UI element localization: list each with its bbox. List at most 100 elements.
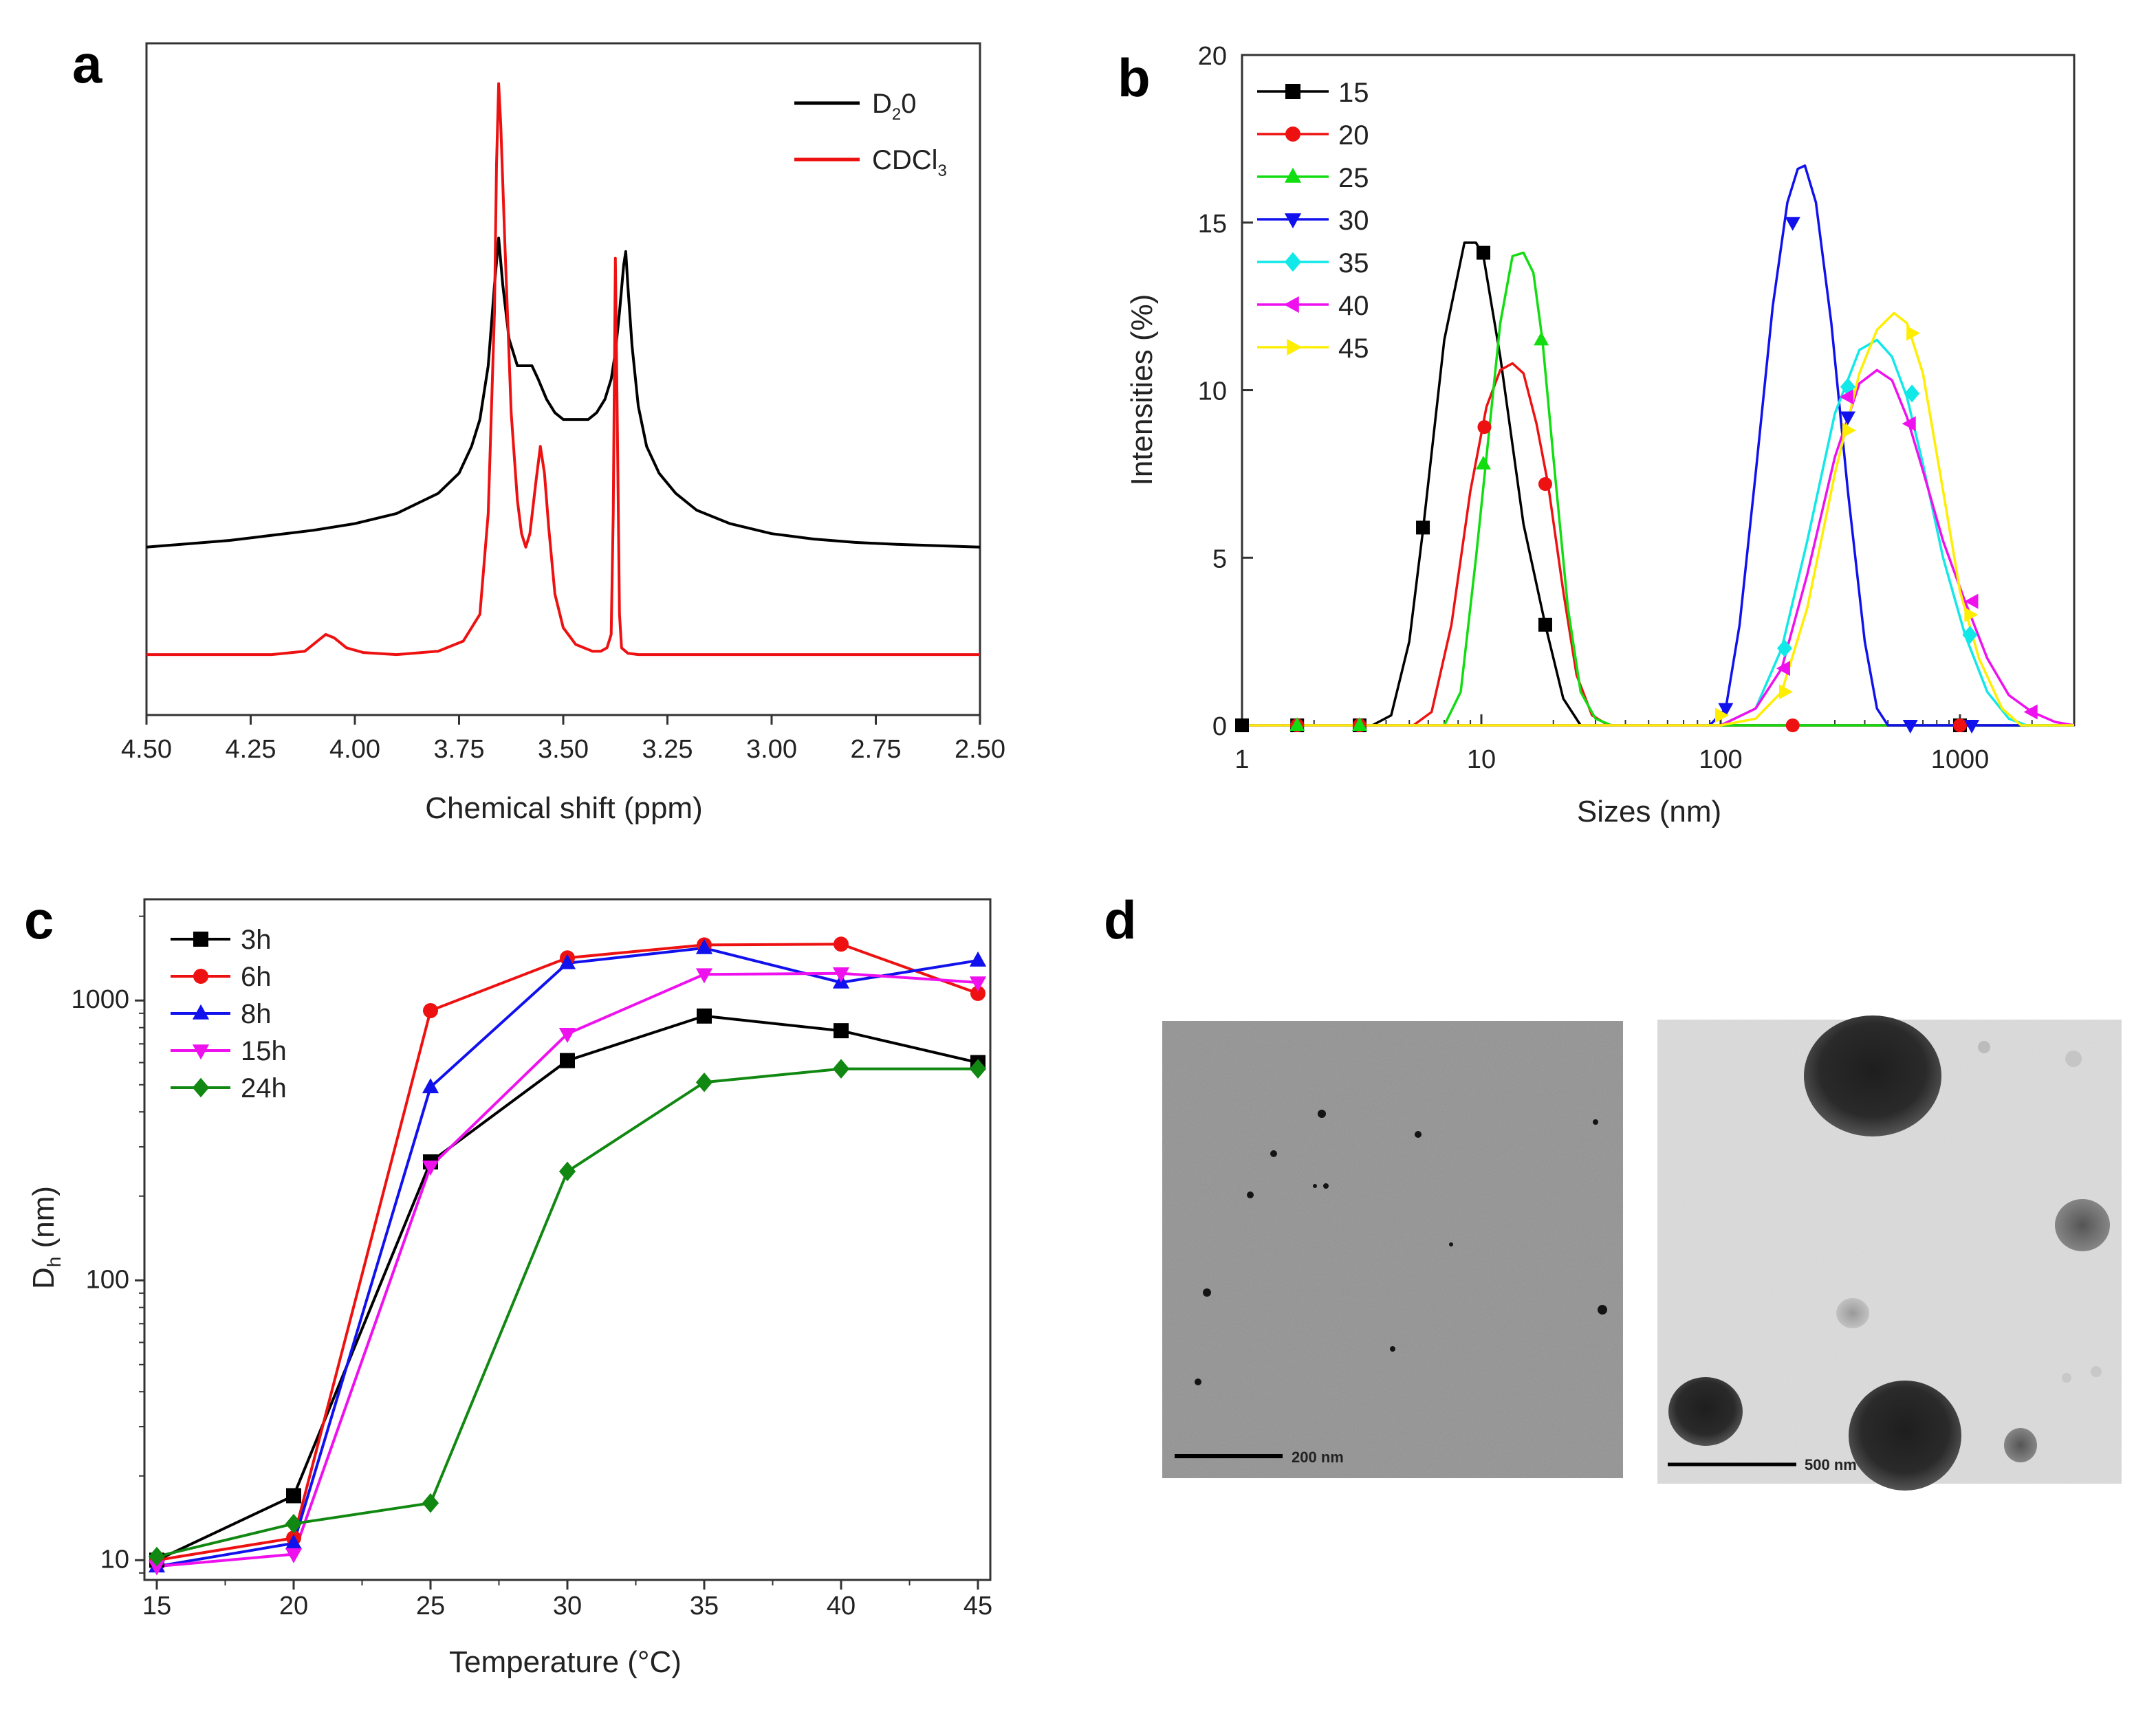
data-point-25C xyxy=(1351,717,1367,731)
legend-marker-8h xyxy=(192,1004,210,1020)
series-line-40C xyxy=(1242,369,2075,727)
x-tick-label-a: 2.50 xyxy=(955,735,1005,764)
data-point-3h xyxy=(834,1023,849,1039)
plot-frame-a xyxy=(145,42,981,716)
data-point-15h xyxy=(148,1560,166,1576)
legend-marker-25C xyxy=(1284,167,1302,183)
scale-bar-label-left: 200 nm xyxy=(1292,1449,1344,1466)
x-tick-label-a: 3.00 xyxy=(746,735,797,764)
legend-marker-45C xyxy=(1287,338,1303,356)
legend-marker-3h xyxy=(193,932,208,947)
x-axis-label-a: Chemical shift (ppm) xyxy=(425,791,702,825)
legend-b: 15 20 25 30 35 40 45 xyxy=(1257,78,1369,364)
legend-marker-20C xyxy=(1285,127,1300,142)
x-tick-label-b: 10 xyxy=(1467,745,1496,774)
data-point-15h xyxy=(558,1027,576,1043)
data-point-35C xyxy=(1904,384,1920,403)
x-tick-label-a: 2.75 xyxy=(851,735,902,764)
data-point-3h xyxy=(286,1488,301,1504)
nanoparticle-dots xyxy=(1195,1110,1607,1385)
series-line-20C xyxy=(1242,362,2074,727)
data-point-20C xyxy=(1952,718,1967,732)
legend-label-3h: 3h xyxy=(241,925,272,955)
x-tick-label-c: 15 xyxy=(142,1592,171,1620)
legend-label-cdcl3: CDCl3 xyxy=(872,145,947,180)
data-point-20C xyxy=(1785,718,1800,732)
legend-label-15C: 15 xyxy=(1338,78,1369,108)
legend-marker-35C xyxy=(1284,252,1302,272)
legend-label-30C: 30 xyxy=(1338,206,1369,236)
data-point-15h xyxy=(422,1160,439,1176)
x-tick-label-b: 1 xyxy=(1234,745,1249,774)
y-axis-label-c: Dh (nm) xyxy=(27,1186,65,1289)
legend-c: 3h 6h 8h 15h 24h xyxy=(171,925,287,1103)
data-point-8h xyxy=(695,938,713,954)
aggregate-particles xyxy=(1668,1015,2110,1491)
data-point-15C xyxy=(1476,245,1490,260)
panel-letter-c: c xyxy=(24,890,54,950)
legend-label-20C: 20 xyxy=(1338,120,1369,151)
data-point-20C xyxy=(1477,420,1492,435)
legend-marker-6h xyxy=(193,969,208,984)
data-point-35C xyxy=(1776,639,1792,657)
data-point-15h xyxy=(285,1548,303,1563)
data-point-3h xyxy=(560,1053,575,1068)
x-tick-label-c: 35 xyxy=(690,1592,719,1620)
legend-marker-24h xyxy=(192,1077,210,1098)
data-point-15C xyxy=(1235,718,1249,732)
panel-letter-d: d xyxy=(1104,890,1137,950)
data-point-8h xyxy=(285,1534,303,1550)
series-line-cdcl3 xyxy=(146,82,980,657)
y-tick-label-b: 10 xyxy=(1198,377,1227,406)
data-point-45C xyxy=(1964,607,1979,623)
legend-label-15h: 15h xyxy=(241,1036,287,1066)
data-point-24h xyxy=(558,1161,576,1182)
legend-label-d2o: D20 xyxy=(872,89,917,124)
y-tick-label-c: 1000 xyxy=(71,985,129,1014)
y-tick-label-b: 5 xyxy=(1212,545,1227,573)
x-tick-label-a: 4.00 xyxy=(329,735,380,764)
tem-image-left: 200 nm xyxy=(1162,1021,1623,1478)
data-point-20C xyxy=(1538,477,1552,491)
data-point-15C xyxy=(1416,520,1430,535)
legend-marker-40C xyxy=(1283,296,1299,314)
data-point-45C xyxy=(1906,325,1921,341)
legend-label-45C: 45 xyxy=(1338,333,1369,364)
chart-panel-c: 15 20 25 30 35 40 45 10 100 1000 3h 6h 8h 15h 24h Tem… xyxy=(27,898,992,1679)
legend-label-25C: 25 xyxy=(1338,163,1369,193)
series-line-30C xyxy=(1242,164,2074,727)
y-tick-label-b: 15 xyxy=(1198,210,1227,239)
series-line-24h xyxy=(156,1067,978,1558)
data-point-8h xyxy=(558,954,576,969)
data-point-15h xyxy=(695,968,713,984)
data-point-30C xyxy=(1902,720,1918,734)
legend-marker-30C xyxy=(1284,213,1302,229)
x-tick-label-a: 3.25 xyxy=(642,735,693,764)
scale-bar-label-right: 500 nm xyxy=(1805,1456,1857,1473)
chart-panel-b: 1 10 100 1000 0 5 10 15 20 15 20 25 30 35 40 45 Sizes … xyxy=(1125,42,2076,828)
data-point-40C xyxy=(1776,661,1790,677)
y-tick-label-b: 0 xyxy=(1212,712,1227,741)
data-point-30C xyxy=(1785,217,1800,231)
y-tick-label-c: 10 xyxy=(100,1545,129,1574)
legend-label-40C: 40 xyxy=(1338,291,1369,321)
x-tick-label-c: 30 xyxy=(553,1592,582,1620)
legend-label-6h: 6h xyxy=(241,962,272,992)
series-group-a xyxy=(146,82,981,657)
data-point-30C xyxy=(1964,720,1980,734)
y-axis-label-b: Intensities (%) xyxy=(1125,294,1159,486)
x-tick-label-c: 25 xyxy=(416,1592,445,1620)
series-group-c xyxy=(148,936,987,1576)
data-point-30C xyxy=(1718,703,1734,717)
data-point-15h xyxy=(969,976,987,992)
data-point-6h xyxy=(423,1002,438,1018)
legend-marker-15h xyxy=(192,1044,210,1060)
data-point-45C xyxy=(1714,707,1729,723)
data-point-6h xyxy=(970,985,986,1001)
data-point-24h xyxy=(832,1059,850,1079)
data-point-24h xyxy=(148,1546,166,1567)
legend-label-24h: 24h xyxy=(241,1073,287,1103)
chart-panel-a: 4.50 4.25 4.00 3.75 3.50 3.25 3.00 2.75 2.50 Che… xyxy=(121,42,1005,825)
legend-marker-15C xyxy=(1285,84,1300,99)
